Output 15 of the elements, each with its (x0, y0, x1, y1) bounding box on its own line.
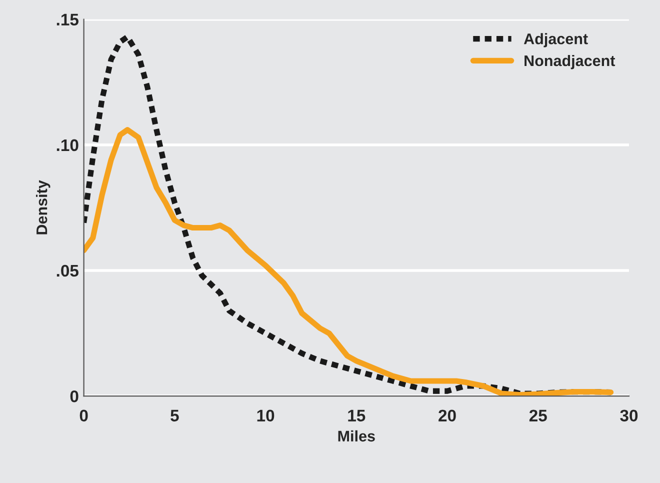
legend-label: Nonadjacent (524, 54, 616, 70)
y-tick-label: .10 (56, 139, 78, 152)
x-tick-label: 15 (348, 410, 366, 422)
x-tick-label: 0 (80, 410, 88, 422)
y-axis-title: Density (36, 180, 50, 234)
x-tick-label: 30 (620, 410, 638, 422)
y-tick-label: .15 (56, 14, 78, 26)
x-tick-label: 10 (257, 410, 274, 422)
x-tick-label: 25 (529, 410, 547, 422)
y-tick-label: .05 (56, 264, 78, 277)
x-axis-title: Miles (338, 430, 375, 442)
y-tick-label: 0 (70, 390, 78, 402)
x-tick-label: 5 (170, 410, 179, 422)
legend-label: Adjacent (524, 33, 588, 48)
x-tick-label: 20 (438, 410, 456, 422)
